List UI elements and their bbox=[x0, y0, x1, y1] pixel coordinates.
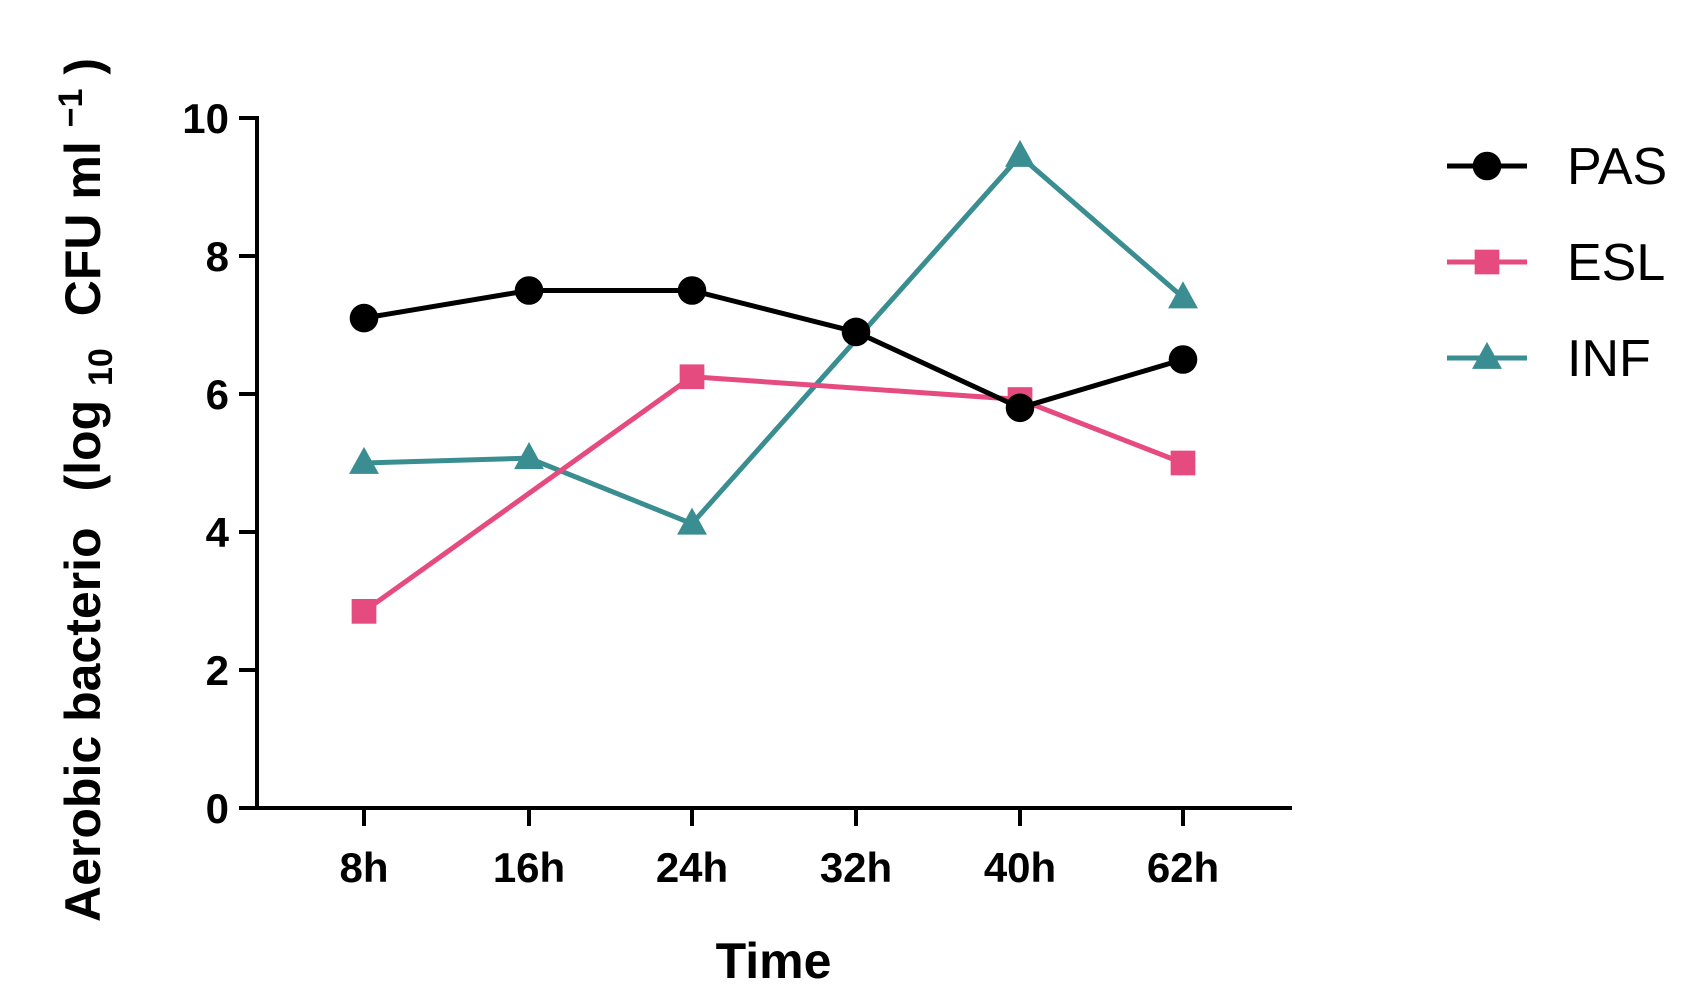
legend-marker bbox=[1472, 341, 1502, 369]
data-point bbox=[677, 507, 707, 535]
axes bbox=[255, 116, 1292, 810]
data-point bbox=[514, 442, 544, 470]
data-point bbox=[1005, 139, 1035, 167]
data-point bbox=[677, 276, 707, 305]
data-point bbox=[349, 446, 379, 474]
series-inf bbox=[349, 139, 1198, 535]
data-point bbox=[1005, 393, 1035, 423]
series-pas bbox=[349, 276, 1198, 423]
series-lines bbox=[349, 139, 1198, 624]
y-tick-label: 8 bbox=[206, 233, 229, 280]
y-axis-title: Aerobic bacterio (log 10 CFU ml −1 ) bbox=[37, 58, 123, 922]
legend-marker bbox=[1474, 249, 1500, 275]
series-line bbox=[363, 288, 1184, 411]
data-point bbox=[841, 317, 871, 347]
y-tick-label: 4 bbox=[206, 509, 230, 556]
x-tick-label: 62h bbox=[1147, 844, 1219, 891]
x-ticks: 8h 16h 24h 32h 40h 62h bbox=[339, 808, 1219, 891]
data-point bbox=[351, 599, 377, 624]
x-tick-label: 40h bbox=[984, 844, 1056, 891]
data-point bbox=[349, 303, 379, 333]
data-point bbox=[514, 276, 544, 305]
x-tick-label: 32h bbox=[820, 844, 892, 891]
y-tick-label: 0 bbox=[206, 785, 229, 832]
series-line bbox=[362, 374, 1184, 614]
y-tick-label: 2 bbox=[206, 647, 229, 694]
x-axis-title: Time bbox=[716, 933, 832, 989]
y-axis-title-main: Aerobic bacterio bbox=[55, 527, 111, 922]
x-tick-label: 16h bbox=[493, 844, 565, 891]
y-tick-label: 10 bbox=[182, 95, 229, 142]
legend-item-inf: INF bbox=[1447, 330, 1651, 388]
legend-label: PAS bbox=[1567, 138, 1667, 196]
x-tick-label: 8h bbox=[339, 844, 388, 891]
y-tick-label: 6 bbox=[206, 371, 229, 418]
series-line bbox=[363, 153, 1185, 527]
y-ticks: 0 2 4 6 8 10 bbox=[182, 95, 257, 832]
x-tick-label: 24h bbox=[656, 844, 728, 891]
data-point bbox=[1168, 281, 1198, 309]
legend-label: ESL bbox=[1567, 234, 1665, 292]
legend: PAS ESL INF bbox=[1447, 138, 1667, 388]
data-point bbox=[1170, 450, 1196, 476]
legend-marker bbox=[1472, 151, 1502, 181]
y-axis-title-unit: CFU ml bbox=[55, 141, 111, 316]
y-axis-title-log-subscript: 10 bbox=[82, 348, 120, 386]
legend-item-pas: PAS bbox=[1447, 138, 1667, 196]
y-axis-title-paren-close: ) bbox=[55, 58, 111, 75]
series-esl bbox=[351, 364, 1196, 624]
y-axis-title-paren-open: (log bbox=[55, 400, 111, 492]
legend-item-esl: ESL bbox=[1447, 234, 1665, 292]
legend-label: INF bbox=[1567, 330, 1651, 388]
y-axis-title-unit-superscript: −1 bbox=[52, 89, 90, 128]
data-point bbox=[1168, 345, 1198, 374]
data-point bbox=[679, 364, 705, 390]
